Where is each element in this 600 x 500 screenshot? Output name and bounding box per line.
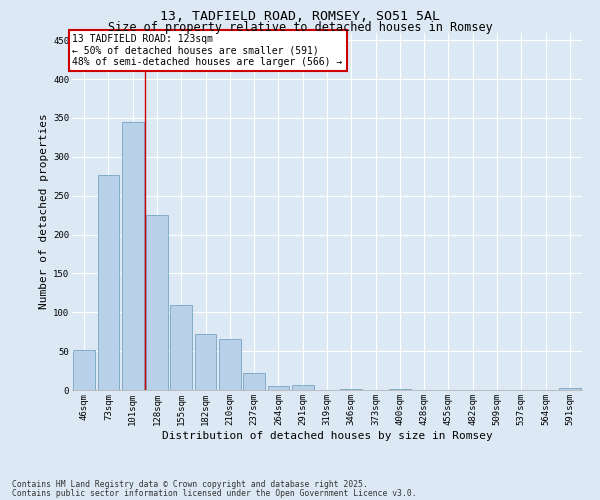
Bar xyxy=(389,389,411,390)
Bar xyxy=(122,122,143,390)
Bar xyxy=(219,340,241,390)
Bar xyxy=(559,388,581,390)
Bar xyxy=(292,386,314,390)
Text: Contains public sector information licensed under the Open Government Licence v3: Contains public sector information licen… xyxy=(12,488,416,498)
Text: Size of property relative to detached houses in Romsey: Size of property relative to detached ho… xyxy=(107,21,493,34)
Y-axis label: Number of detached properties: Number of detached properties xyxy=(39,114,49,309)
Text: Contains HM Land Registry data © Crown copyright and database right 2025.: Contains HM Land Registry data © Crown c… xyxy=(12,480,368,489)
Bar xyxy=(340,389,362,390)
Bar xyxy=(73,350,95,390)
X-axis label: Distribution of detached houses by size in Romsey: Distribution of detached houses by size … xyxy=(161,430,493,440)
Bar xyxy=(146,215,168,390)
Bar xyxy=(170,304,192,390)
Bar xyxy=(243,373,265,390)
Text: 13, TADFIELD ROAD, ROMSEY, SO51 5AL: 13, TADFIELD ROAD, ROMSEY, SO51 5AL xyxy=(160,10,440,23)
Bar xyxy=(268,386,289,390)
Bar xyxy=(194,334,217,390)
Bar xyxy=(97,174,119,390)
Text: 13 TADFIELD ROAD: 123sqm
← 50% of detached houses are smaller (591)
48% of semi-: 13 TADFIELD ROAD: 123sqm ← 50% of detach… xyxy=(73,34,343,68)
